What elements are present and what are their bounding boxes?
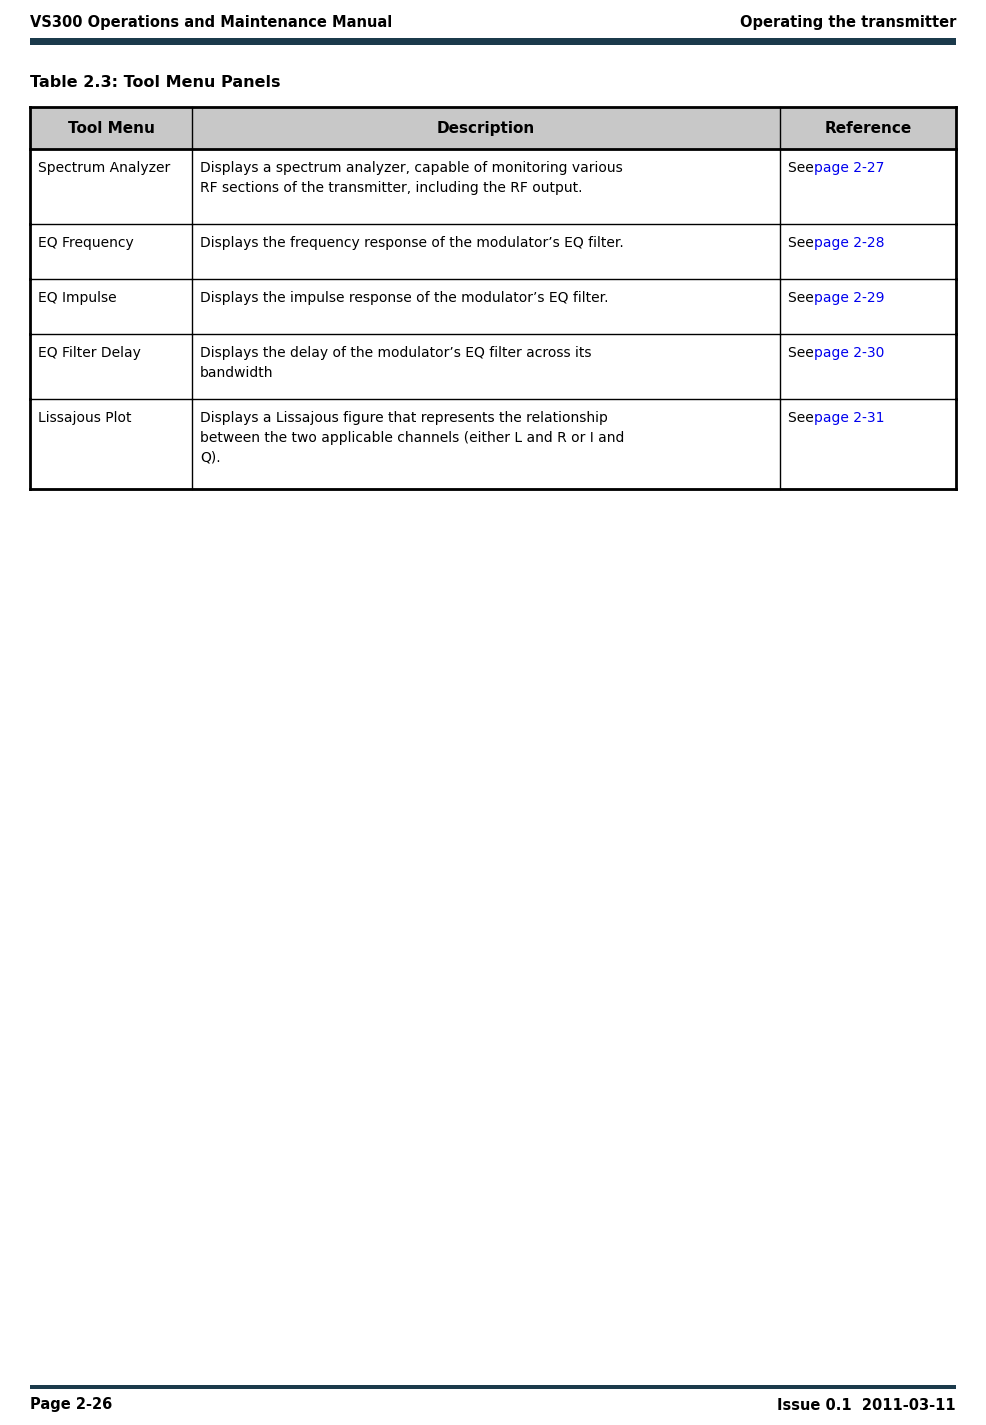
Bar	[30, 38, 956, 46]
Text: page 2-28: page 2-28	[814, 237, 884, 249]
Text: Displays the delay of the modulator’s EQ filter across its
bandwidth: Displays the delay of the modulator’s EQ…	[200, 346, 592, 379]
Text: Issue 0.1  2011-03-11: Issue 0.1 2011-03-11	[777, 1398, 956, 1412]
Text: VS300 Operations and Maintenance Manual: VS300 Operations and Maintenance Manual	[30, 14, 392, 30]
Text: page 2-31: page 2-31	[814, 410, 884, 425]
Text: Page 2-26: Page 2-26	[30, 1398, 112, 1412]
Text: page 2-30: page 2-30	[814, 346, 884, 361]
Text: EQ Frequency: EQ Frequency	[38, 237, 134, 249]
Text: See: See	[788, 291, 818, 305]
Text: Table 2.3: Tool Menu Panels: Table 2.3: Tool Menu Panels	[30, 76, 280, 90]
Text: Operating the transmitter: Operating the transmitter	[740, 14, 956, 30]
Text: Tool Menu: Tool Menu	[68, 121, 155, 135]
Bar	[30, 1385, 956, 1389]
Bar	[30, 107, 956, 150]
Text: EQ Filter Delay: EQ Filter Delay	[38, 346, 141, 361]
Text: Displays a spectrum analyzer, capable of monitoring various
RF sections of the t: Displays a spectrum analyzer, capable of…	[200, 161, 623, 194]
Text: See: See	[788, 346, 818, 361]
Text: page 2-27: page 2-27	[814, 161, 884, 175]
Text: Reference: Reference	[824, 121, 912, 135]
Text: Displays the impulse response of the modulator’s EQ filter.: Displays the impulse response of the mod…	[200, 291, 608, 305]
Text: EQ Impulse: EQ Impulse	[38, 291, 116, 305]
Text: Spectrum Analyzer: Spectrum Analyzer	[38, 161, 171, 175]
Text: Description: Description	[437, 121, 535, 135]
Text: See: See	[788, 410, 818, 425]
Text: See: See	[788, 161, 818, 175]
Text: page 2-29: page 2-29	[814, 291, 884, 305]
Text: Lissajous Plot: Lissajous Plot	[38, 410, 131, 425]
Text: Displays the frequency response of the modulator’s EQ filter.: Displays the frequency response of the m…	[200, 237, 624, 249]
Text: Displays a Lissajous figure that represents the relationship
between the two app: Displays a Lissajous figure that represe…	[200, 410, 624, 465]
Text: See: See	[788, 237, 818, 249]
